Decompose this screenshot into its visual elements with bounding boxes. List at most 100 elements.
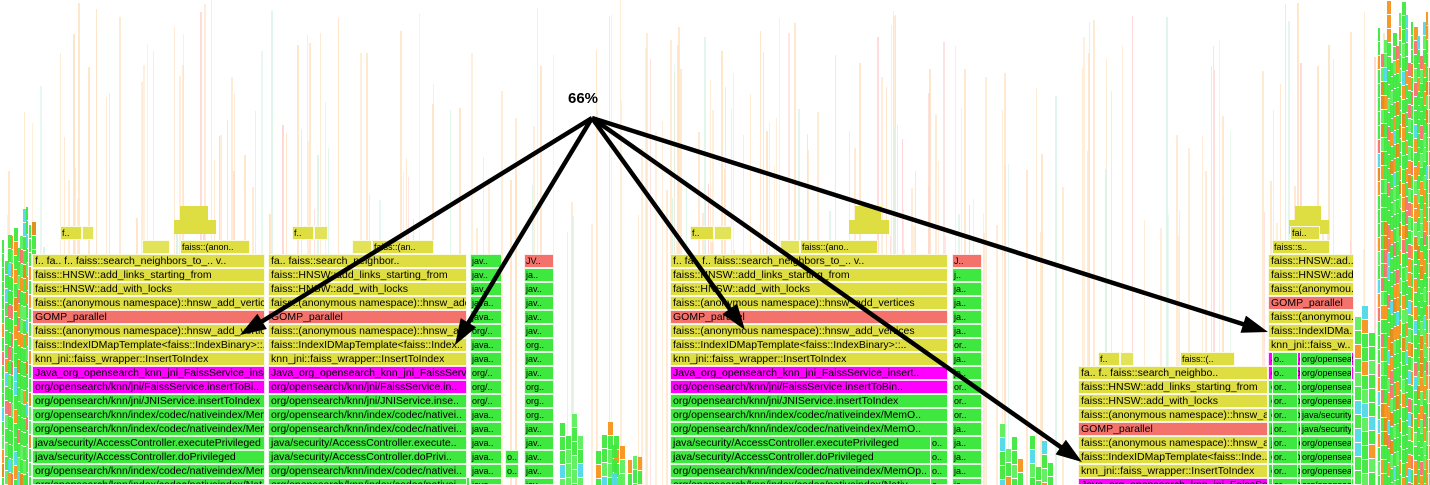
col-c-frame-1[interactable]: ja..: [524, 268, 554, 282]
col-g-frame-6[interactable]: org/opensearch/k..: [1300, 436, 1352, 450]
col-c-frame-11[interactable]: org..: [524, 408, 554, 422]
stack-5-frame-6[interactable]: knn_jni::faiss_w..: [1268, 338, 1354, 352]
col-c-frame-0[interactable]: JV..: [524, 254, 554, 268]
col-f-frame-3[interactable]: or..: [1272, 394, 1298, 408]
stack-2-frame-2[interactable]: faiss::HNSW::add_with_locks: [268, 282, 467, 296]
stack-1-frame-12[interactable]: org/opensearch/knn/index/codec/nativeind…: [32, 422, 265, 436]
col-a-frame-6[interactable]: java..: [470, 338, 502, 352]
stack-1-frame-16[interactable]: org/opensearch/knn/index/codec/nativeind…: [32, 478, 265, 485]
stack-1-frame-2[interactable]: faiss::HNSW::add_with_locks: [32, 282, 265, 296]
stack-4-cap-2[interactable]: faiss::(..: [1180, 352, 1235, 366]
col-b-frame-0[interactable]: o..: [505, 450, 519, 464]
col-c-frame-7[interactable]: jav..: [524, 352, 554, 366]
stack-3-frame-11[interactable]: org/opensearch/knn/index/codec/nativeind…: [670, 408, 948, 422]
col-c-frame-8[interactable]: jav..: [524, 366, 554, 380]
col-a-frame-1[interactable]: jav..: [470, 268, 502, 282]
col-e-frame-0[interactable]: o..: [930, 436, 948, 450]
stack-3-frame-4[interactable]: GOMP_parallel: [670, 310, 948, 324]
stack-1-cap-2[interactable]: [142, 240, 170, 254]
col-g-frame-9[interactable]: org/opensearch/k..: [1300, 478, 1352, 485]
stack-2-cap-1[interactable]: [314, 226, 328, 240]
stack-4-frame-4[interactable]: GOMP_parallel: [1078, 422, 1268, 436]
col-c-frame-5[interactable]: jav..: [524, 324, 554, 338]
col-a-frame-0[interactable]: jav..: [470, 254, 502, 268]
col-c-frame-16[interactable]: jav..: [524, 478, 554, 485]
col-f-frame-5[interactable]: or..: [1272, 422, 1298, 436]
stack-5-frame-5[interactable]: faiss::IndexIDMa..: [1268, 324, 1354, 338]
col-g-frame-0[interactable]: org/opensearch/k..: [1300, 352, 1352, 366]
col-d-frame-1[interactable]: j..: [952, 268, 982, 282]
col-d-frame-2[interactable]: ja..: [952, 282, 982, 296]
col-f-frame-0[interactable]: o..: [1272, 352, 1298, 366]
stack-1-frame-1[interactable]: faiss::HNSW::add_links_starting_from: [32, 268, 265, 282]
stack-2-frame-8[interactable]: Java_org_opensearch_knn_jni_FaissServi..: [268, 366, 467, 380]
col-a-frame-2[interactable]: jav..: [470, 282, 502, 296]
stack-5-frame-1[interactable]: faiss::HNSW::add..: [1268, 268, 1354, 282]
col-e-frame-1[interactable]: o..: [930, 450, 948, 464]
col-d-frame-8[interactable]: ja..: [952, 366, 982, 380]
col-c-frame-9[interactable]: org..: [524, 380, 554, 394]
col-d-frame-11[interactable]: or..: [952, 408, 982, 422]
stack-4-frame-1[interactable]: faiss::HNSW::add_links_starting_from: [1078, 380, 1268, 394]
stack-1-frame-8[interactable]: Java_org_opensearch_knn_jni_FaissService…: [32, 366, 265, 380]
stack-4-cap-1[interactable]: [1120, 352, 1134, 366]
stack-3-frame-14[interactable]: java/security/AccessController.doPrivile…: [670, 450, 948, 464]
stack-5-frame-0[interactable]: faiss::HNSW::ad..: [1268, 254, 1354, 268]
stack-1-frame-7[interactable]: knn_jni::faiss_wrapper::InsertToIndex: [32, 352, 265, 366]
stack-5-frame-3[interactable]: GOMP_parallel: [1268, 296, 1354, 310]
stack-3-frame-6[interactable]: faiss::IndexIDMapTemplate<faiss::IndexBi…: [670, 338, 948, 352]
stack-4-frame-6[interactable]: faiss::IndexIDMapTemplate<faiss::Inde..: [1078, 450, 1268, 464]
stack-1-frame-9[interactable]: org/opensearch/knn/jni/FaissService.inse…: [32, 380, 265, 394]
stack-1-frame-15[interactable]: org/opensearch/knn/index/codec/nativeind…: [32, 464, 265, 478]
stack-3-frame-9[interactable]: org/opensearch/knn/jni/FaissService.inse…: [670, 380, 948, 394]
col-d-frame-12[interactable]: ja..: [952, 422, 982, 436]
col-b-frame-1[interactable]: o..: [505, 464, 519, 478]
col-d-frame-5[interactable]: ja..: [952, 324, 982, 338]
stack-2-frame-4[interactable]: GOMP_parallel: [268, 310, 467, 324]
stack-1-frame-5[interactable]: faiss::(anonymous namespace)::hnsw_add_v…: [32, 324, 265, 338]
col-a-frame-14[interactable]: java..: [470, 450, 502, 464]
stack-4-frame-2[interactable]: faiss::HNSW::add_with_locks: [1078, 394, 1268, 408]
stack-5-frame-4[interactable]: faiss::(anonymou..: [1268, 310, 1354, 324]
stack-4-frame-8[interactable]: Java_org_opensearch_knn_jni_FaissServ..: [1078, 478, 1268, 485]
stack-1-frame-13[interactable]: java/security/AccessController.executePr…: [32, 436, 265, 450]
stack-2-frame-3[interactable]: faiss::(anonymous namespace)::hnsw_add..: [268, 296, 467, 310]
stack-3-cap-0[interactable]: f..: [690, 226, 714, 240]
col-g-frame-7[interactable]: org/opensearch/k..: [1300, 450, 1352, 464]
col-c-frame-15[interactable]: jav..: [524, 464, 554, 478]
stack-1-frame-4[interactable]: GOMP_parallel: [32, 310, 265, 324]
stack-2-frame-5[interactable]: faiss::(anonymous namespace)::hnsw_add..: [268, 324, 467, 338]
col-d-frame-13[interactable]: ja..: [952, 436, 982, 450]
stack-3-frame-1[interactable]: faiss::HNSW::add_links_starting_from: [670, 268, 948, 282]
stack-3-cap-2[interactable]: [780, 240, 800, 254]
col-d-frame-7[interactable]: ja..: [952, 352, 982, 366]
col-f-frame-4[interactable]: or..: [1272, 408, 1298, 422]
col-f-frame-7[interactable]: or..: [1272, 450, 1298, 464]
col-c-frame-2[interactable]: jav..: [524, 282, 554, 296]
col-a-frame-7[interactable]: java..: [470, 352, 502, 366]
stack-1-cap-1[interactable]: [82, 226, 94, 240]
col-f-frame-9[interactable]: or..: [1272, 478, 1298, 485]
col-d-frame-3[interactable]: ja..: [952, 296, 982, 310]
col-c-frame-13[interactable]: jav..: [524, 436, 554, 450]
col-a-frame-12[interactable]: java..: [470, 422, 502, 436]
stack-1-frame-14[interactable]: java/security/AccessController.doPrivile…: [32, 450, 265, 464]
stack-2-frame-7[interactable]: knn_jni::faiss_wrapper::InsertToIndex: [268, 352, 467, 366]
col-d-frame-10[interactable]: or..: [952, 394, 982, 408]
stack-5-cap-1[interactable]: faiss::s..: [1272, 240, 1330, 254]
stack-4-frame-3[interactable]: faiss::(anonymous namespace)::hnsw_a..: [1078, 408, 1268, 422]
stack-4-frame-0[interactable]: fa.. f.. faiss::search_neighbo..: [1078, 366, 1268, 380]
col-g-frame-2[interactable]: org/opensearch/k..: [1300, 380, 1352, 394]
stack-3-frame-16[interactable]: org/opensearch/knn/index/codec/nativeind…: [670, 478, 948, 485]
col-c-frame-4[interactable]: jav..: [524, 310, 554, 324]
col-c-frame-3[interactable]: jav..: [524, 296, 554, 310]
stack-2-frame-9[interactable]: org/opensearch/knn/jni/FaissService.in..: [268, 380, 467, 394]
col-g-frame-5[interactable]: java/security/Ac..: [1300, 422, 1352, 436]
stack-3-frame-15[interactable]: org/opensearch/knn/index/codec/nativeind…: [670, 464, 948, 478]
stack-4-frame-5[interactable]: faiss::(anonymous namespace)::hnsw_ad..: [1078, 436, 1268, 450]
col-a-frame-9[interactable]: org/..: [470, 380, 502, 394]
stack-3-frame-8[interactable]: Java_org_opensearch_knn_jni_FaissService…: [670, 366, 948, 380]
col-f-frame-6[interactable]: or..: [1272, 436, 1298, 450]
stack-2-frame-14[interactable]: java/security/AccessController.doPrivi..: [268, 450, 467, 464]
